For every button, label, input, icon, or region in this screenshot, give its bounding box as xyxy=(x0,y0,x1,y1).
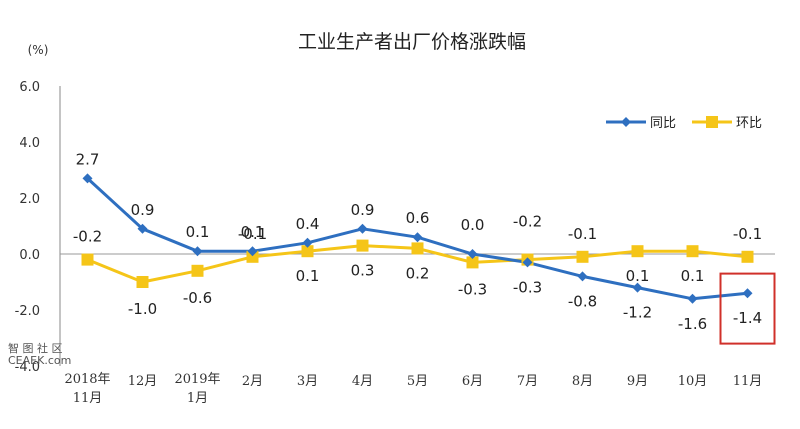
legend-marker-diamond xyxy=(621,117,631,127)
data-label-mom: -0.6 xyxy=(183,289,212,307)
data-point-mom xyxy=(301,245,314,258)
data-point-mom xyxy=(466,256,479,269)
data-point-yoy xyxy=(357,223,368,234)
legend-label: 环比 xyxy=(736,116,762,131)
y-unit-label: (%) xyxy=(28,43,49,57)
x-tick-label: 7月 xyxy=(517,374,538,389)
data-point-yoy xyxy=(137,223,148,234)
data-label-yoy: -1.2 xyxy=(623,304,652,322)
data-label-mom: -1.0 xyxy=(128,300,157,318)
x-tick-label: 11月 xyxy=(73,391,103,406)
data-label-mom: -0.1 xyxy=(238,225,267,243)
x-tick-label: 3月 xyxy=(297,374,318,389)
y-tick-label: 0.0 xyxy=(19,248,40,263)
data-label-yoy: -0.3 xyxy=(513,278,542,296)
data-label-yoy: 0.9 xyxy=(351,201,375,219)
data-point-yoy xyxy=(412,232,423,243)
series-markers xyxy=(81,173,754,304)
data-point-yoy xyxy=(82,173,93,184)
data-label-yoy: 0.9 xyxy=(131,201,155,219)
data-point-yoy xyxy=(577,271,588,282)
y-tick-label: 4.0 xyxy=(19,136,40,151)
data-label-mom: 0.1 xyxy=(296,267,320,285)
data-point-mom xyxy=(576,250,589,263)
data-point-mom xyxy=(136,276,149,288)
chart-title: 工业生产者出厂价格涨跌幅 xyxy=(298,31,526,53)
legend-label: 同比 xyxy=(650,116,676,131)
data-label-mom: -0.3 xyxy=(458,280,487,298)
x-tick-label: 12月 xyxy=(128,374,158,389)
x-tick-label: 4月 xyxy=(352,374,373,389)
x-tick-label: 9月 xyxy=(627,374,648,389)
data-label-yoy: -0.8 xyxy=(568,292,597,310)
x-tick-label: 2月 xyxy=(242,374,263,389)
x-tick-label: 2019年 xyxy=(174,372,220,387)
x-tick-label: 6月 xyxy=(462,374,483,389)
watermark: 智 图 社 区 CEAEK.com xyxy=(8,341,71,367)
data-point-mom xyxy=(246,250,259,263)
axes: 6.0 4.0 2.0 0.0 -2.0 -4.0 2018年 11月 12月 2019年 1月 2月… xyxy=(15,80,775,406)
data-point-yoy xyxy=(522,257,533,268)
data-label-yoy: 0.4 xyxy=(296,215,320,233)
data-point-yoy xyxy=(302,237,313,248)
y-tick-label: -2.0 xyxy=(15,304,40,319)
y-tick-label: 6.0 xyxy=(19,80,40,95)
data-label-mom: 0.2 xyxy=(406,264,430,282)
data-point-mom xyxy=(631,245,644,258)
data-point-yoy xyxy=(247,246,258,257)
data-label-yoy: 2.7 xyxy=(76,150,100,168)
data-label-mom: -0.1 xyxy=(568,225,597,243)
data-label-mom: -0.1 xyxy=(733,225,762,243)
data-label-yoy: 0.0 xyxy=(461,216,485,234)
data-point-mom xyxy=(411,242,424,255)
data-point-yoy xyxy=(742,288,753,299)
x-tick-label: 11月 xyxy=(733,374,763,389)
watermark-line2: CEAEK.com xyxy=(8,354,71,367)
data-label-yoy: 0.1 xyxy=(241,223,265,241)
x-tick-label: 10月 xyxy=(678,374,708,389)
data-point-mom xyxy=(686,245,699,258)
data-label-yoy: -1.6 xyxy=(678,315,707,333)
data-labels: 2.7 0.9 0.1 0.1 0.4 0.9 0.6 0.0 -0.3 -0.8 -1.2 -1.6… xyxy=(73,150,776,345)
data-label-mom: -0.2 xyxy=(513,212,542,230)
data-label-mom: 0.3 xyxy=(351,262,375,280)
data-label-mom: -0.2 xyxy=(73,228,102,246)
data-point-yoy xyxy=(192,246,203,257)
x-tick-label: 5月 xyxy=(407,374,428,389)
data-label-yoy: 0.1 xyxy=(186,223,210,241)
legend-marker-square xyxy=(706,116,718,128)
data-point-mom xyxy=(356,239,369,252)
x-tick-label: 2018年 xyxy=(64,372,110,387)
data-point-yoy xyxy=(632,282,643,293)
legend: 同比 环比 xyxy=(606,116,762,131)
data-point-yoy xyxy=(467,249,478,259)
data-label-mom: 0.1 xyxy=(626,267,650,285)
data-label-mom: 0.1 xyxy=(681,267,705,285)
data-label-yoy: -1.4 xyxy=(733,309,762,327)
data-point-mom xyxy=(191,264,204,277)
data-point-yoy xyxy=(687,293,698,304)
y-tick-label: 2.0 xyxy=(19,192,40,207)
data-label-yoy: 0.6 xyxy=(406,209,430,227)
y-tick-label: -4.0 xyxy=(15,360,40,375)
watermark-line1: 智 图 社 区 xyxy=(8,341,63,355)
x-tick-label: 1月 xyxy=(187,391,208,406)
data-point-mom xyxy=(741,250,754,263)
x-tick-label: 8月 xyxy=(572,374,593,389)
data-point-mom xyxy=(81,253,94,266)
highlight-box xyxy=(719,272,776,345)
